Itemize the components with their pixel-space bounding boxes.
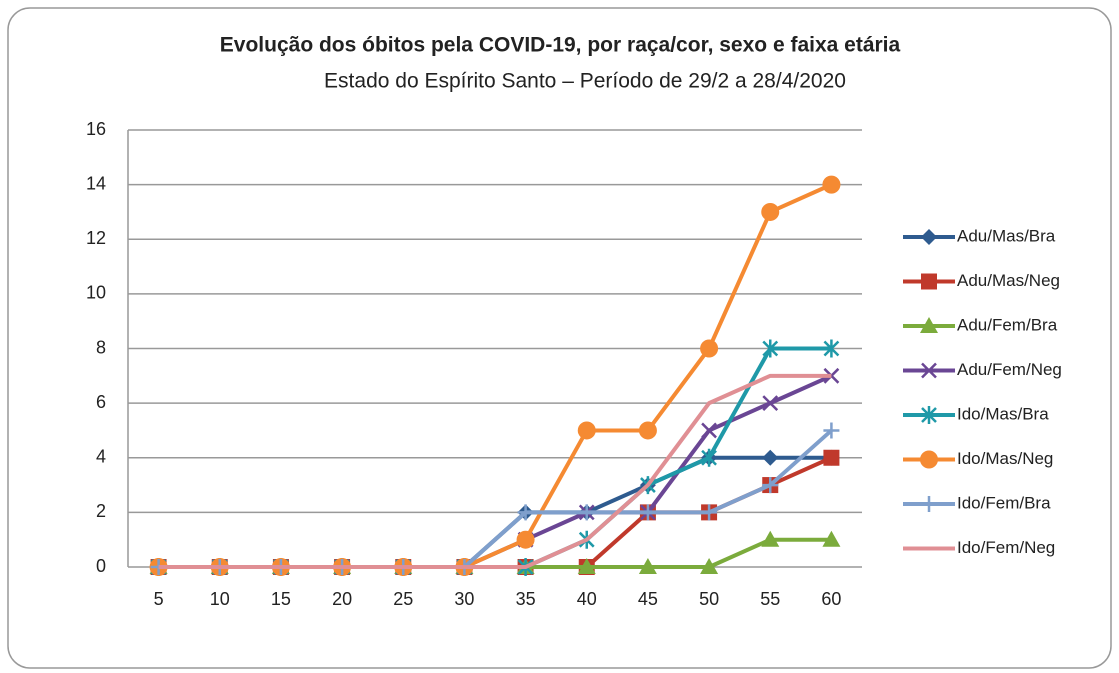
legend-label: Ido/Mas/Bra bbox=[957, 404, 1049, 423]
marker bbox=[762, 449, 779, 466]
legend-label: Ido/Fem/Neg bbox=[957, 538, 1055, 557]
marker bbox=[700, 558, 719, 574]
legend-label: Adu/Fem/Neg bbox=[957, 360, 1062, 379]
x-tick-label: 45 bbox=[638, 589, 658, 609]
marker bbox=[762, 339, 779, 358]
marker bbox=[639, 504, 656, 521]
marker bbox=[822, 175, 841, 194]
legend-label: Adu/Fem/Bra bbox=[957, 315, 1058, 334]
marker bbox=[701, 504, 718, 521]
chart-subtitle: Estado do Espírito Santo – Período de 29… bbox=[324, 70, 846, 93]
marker bbox=[761, 202, 780, 221]
marker bbox=[701, 448, 717, 467]
x-tick-label: 25 bbox=[393, 589, 413, 609]
x-tick-label: 40 bbox=[577, 589, 597, 609]
marker bbox=[516, 530, 535, 549]
x-tick-label: 15 bbox=[271, 589, 291, 609]
marker bbox=[920, 450, 938, 469]
marker bbox=[823, 449, 840, 466]
x-tick-label: 50 bbox=[699, 589, 719, 609]
series-line bbox=[158, 373, 832, 569]
marker bbox=[823, 422, 840, 439]
marker bbox=[921, 362, 937, 379]
marker bbox=[762, 395, 779, 412]
legend-label: Adu/Mas/Neg bbox=[957, 271, 1060, 290]
y-tick-label: 12 bbox=[86, 228, 106, 248]
x-tick-label: 35 bbox=[516, 589, 536, 609]
y-tick-label: 8 bbox=[96, 337, 106, 357]
marker bbox=[761, 530, 780, 547]
marker bbox=[638, 558, 657, 574]
marker bbox=[762, 477, 779, 494]
marker bbox=[577, 558, 596, 574]
y-tick-label: 6 bbox=[96, 392, 106, 412]
marker bbox=[823, 339, 840, 358]
marker bbox=[920, 317, 938, 333]
marker bbox=[823, 367, 840, 384]
y-tick-label: 10 bbox=[86, 283, 106, 303]
y-tick-label: 14 bbox=[86, 173, 106, 193]
marker bbox=[701, 422, 717, 439]
frame bbox=[7, 7, 1112, 669]
y-tick-label: 0 bbox=[96, 556, 106, 576]
legend-label: Ido/Mas/Neg bbox=[957, 449, 1053, 468]
x-tick-label: 5 bbox=[154, 589, 164, 609]
marker bbox=[921, 406, 937, 424]
x-tick-label: 20 bbox=[332, 589, 352, 609]
y-tick-label: 2 bbox=[96, 501, 106, 521]
chart-title: Evolução dos óbitos pela COVID-19, por r… bbox=[220, 34, 901, 57]
marker bbox=[577, 421, 596, 440]
y-tick-label: 16 bbox=[86, 119, 106, 139]
marker bbox=[822, 530, 841, 547]
legend-label: Adu/Mas/Bra bbox=[957, 226, 1056, 245]
x-tick-label: 10 bbox=[210, 589, 230, 609]
marker bbox=[517, 504, 534, 521]
marker bbox=[921, 273, 937, 290]
marker bbox=[700, 339, 719, 358]
x-tick-label: 30 bbox=[454, 589, 474, 609]
marker bbox=[638, 421, 657, 440]
y-tick-label: 4 bbox=[96, 447, 106, 467]
x-tick-label: 55 bbox=[760, 589, 780, 609]
x-tick-label: 60 bbox=[821, 589, 841, 609]
legend-label: Ido/Fem/Bra bbox=[957, 493, 1051, 512]
marker bbox=[921, 496, 937, 512]
marker bbox=[578, 504, 595, 521]
marker bbox=[921, 229, 937, 245]
